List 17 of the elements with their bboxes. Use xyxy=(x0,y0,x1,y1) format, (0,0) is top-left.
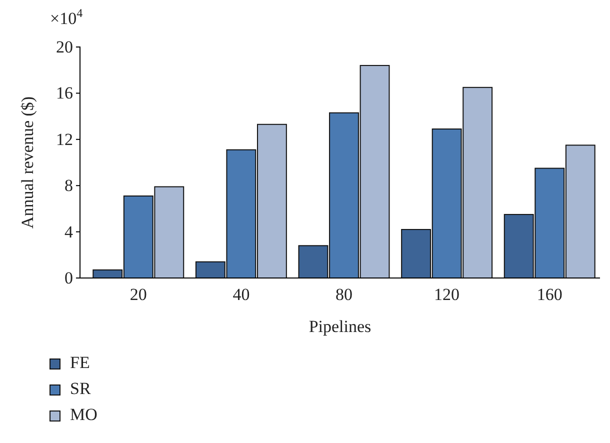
x-tick-label: 120 xyxy=(434,285,460,304)
x-tick-label: 80 xyxy=(336,285,352,304)
x-axis-title: Pipelines xyxy=(308,317,372,336)
legend-label: MO xyxy=(70,405,98,424)
y-tick-label: 8 xyxy=(64,176,73,196)
legend-label: SR xyxy=(70,379,92,398)
y-tick-label: 4 xyxy=(64,222,74,242)
legend-label: FE xyxy=(70,353,90,372)
y-axis-title: Annual revenue ($) xyxy=(18,96,37,229)
text: ×10$^{4}$ xyxy=(50,6,83,28)
y-tick-label: 20 xyxy=(56,37,73,56)
x-tick-label: 20 xyxy=(130,285,147,304)
y-tick-label: 12 xyxy=(56,130,73,149)
y-tick-label: 16 xyxy=(56,84,73,103)
x-tick-label: 40 xyxy=(232,285,250,304)
y-tick-label: 0 xyxy=(64,268,73,288)
x-tick-label: 160 xyxy=(536,285,562,304)
